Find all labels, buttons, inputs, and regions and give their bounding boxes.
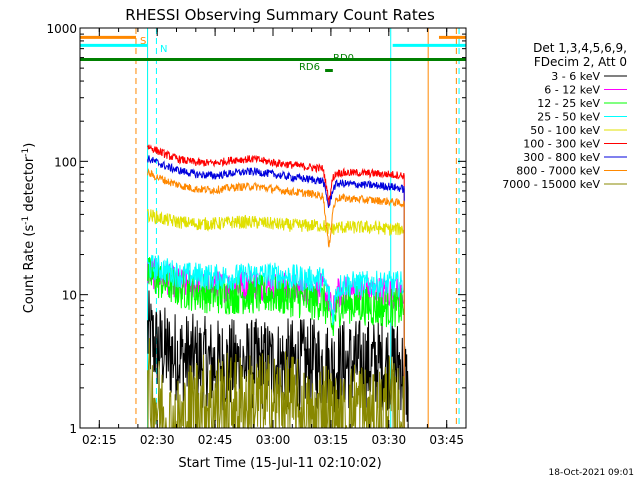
legend-label: 12 - 25 keV [537, 97, 600, 110]
y-axis-label-part: detector [22, 156, 37, 216]
series-line-5 [147, 144, 405, 428]
footer-timestamp: 18-Oct-2021 09:01 [549, 468, 634, 478]
y-axis-label-part: ) [22, 143, 37, 148]
chart-title: RHESSI Observing Summary Count Rates [125, 6, 435, 24]
series-line-4 [147, 208, 405, 428]
legend-label: 3 - 6 keV [551, 70, 600, 83]
x-axis: 02:15 02:30 02:45 03:00 03:15 03:30 03:45 [79, 28, 467, 447]
series-line-6 [147, 155, 405, 428]
y-tick-label: 100 [54, 155, 77, 169]
legend-label: 300 - 800 keV [523, 151, 600, 164]
legend-header-line: Det 1,3,4,5,6,9, [533, 41, 627, 55]
legend-label: 100 - 300 keV [523, 138, 600, 151]
series-line-7 [147, 168, 405, 428]
x-tick-label: 02:30 [140, 433, 175, 447]
y-axis-label: Count Rate (s-1 detector-1) [21, 143, 37, 314]
y-tick-label: 1 [69, 422, 77, 436]
flag-bars: S N RD0 RD6 [80, 35, 466, 73]
legend-label: 25 - 50 keV [537, 111, 600, 124]
x-tick-label: 03:30 [372, 433, 407, 447]
y-axis: 1 10 100 1000 [46, 22, 466, 436]
series-lines [147, 144, 409, 430]
y-tick-label: 10 [62, 289, 77, 303]
legend: Det 1,3,4,5,6,9, FDecim 2, Att 0 3 - 6 k… [502, 41, 627, 191]
x-axis-label: Start Time (15-Jul-11 02:10:02) [178, 456, 381, 471]
series-line-3 [147, 254, 405, 428]
flag-label-s: S [140, 36, 146, 47]
legend-label: 800 - 7000 keV [516, 165, 600, 178]
series-line-0 [147, 290, 409, 428]
time-marker-lines [135, 28, 460, 428]
legend-label: 50 - 100 keV [530, 124, 600, 137]
x-tick-label: 02:45 [198, 433, 233, 447]
y-tick-label: 1000 [46, 22, 77, 36]
y-axis-label-part: Count Rate (s [22, 225, 37, 314]
flag-label-rd6: RD6 [299, 62, 320, 73]
x-tick-label: 02:15 [82, 433, 117, 447]
y-axis-label-superscript: -1 [21, 148, 31, 157]
legend-header-line: FDecim 2, Att 0 [534, 55, 627, 69]
y-axis-label-superscript: -1 [21, 216, 31, 225]
flag-label-n: N [160, 44, 167, 55]
flag-label-rd0: RD0 [333, 53, 354, 64]
x-tick-label: 03:45 [429, 433, 464, 447]
legend-label: 6 - 12 keV [544, 84, 600, 97]
x-tick-label: 03:15 [314, 433, 349, 447]
legend-label: 7000 - 15000 keV [502, 178, 600, 191]
x-tick-label: 03:00 [256, 433, 291, 447]
